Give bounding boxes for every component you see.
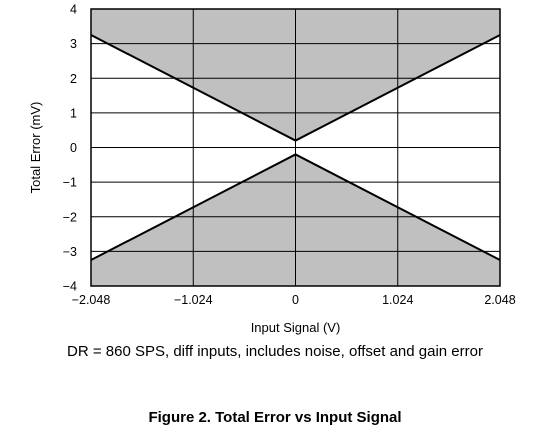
chart-note: DR = 860 SPS, diff inputs, includes nois… — [67, 343, 483, 360]
y-tick-label: 2 — [70, 72, 77, 86]
chart: −2.048 −1.024 0 1.024 2.048 4 3 2 1 0 −1 −2 −3 −4 In… — [28, 3, 516, 336]
lower-bound-line — [90, 153, 501, 261]
figure-caption: Figure 2. Total Error vs Input Signal — [148, 409, 402, 426]
upper-bound-line — [90, 34, 501, 142]
y-tick-label: 0 — [70, 141, 77, 155]
x-axis-label: Input Signal (V) — [251, 320, 341, 335]
y-tick-label: −2 — [63, 210, 77, 224]
y-tick-label: 4 — [70, 3, 77, 17]
y-tick-label: 1 — [70, 106, 77, 120]
x-tick-label: −2.048 — [72, 293, 111, 307]
x-tick-label: −1.024 — [174, 293, 213, 307]
plot-frame — [90, 8, 501, 287]
x-tick-label: 0 — [292, 293, 299, 307]
y-tick-label: −1 — [63, 176, 77, 190]
y-tick-label: −3 — [63, 245, 77, 259]
x-tick-label: 2.048 — [484, 293, 515, 307]
y-axis-label: Total Error (mV) — [28, 102, 43, 194]
y-tick-label: 3 — [70, 37, 77, 51]
y-tick-label: −4 — [63, 280, 77, 294]
x-tick-label: 1.024 — [382, 293, 413, 307]
